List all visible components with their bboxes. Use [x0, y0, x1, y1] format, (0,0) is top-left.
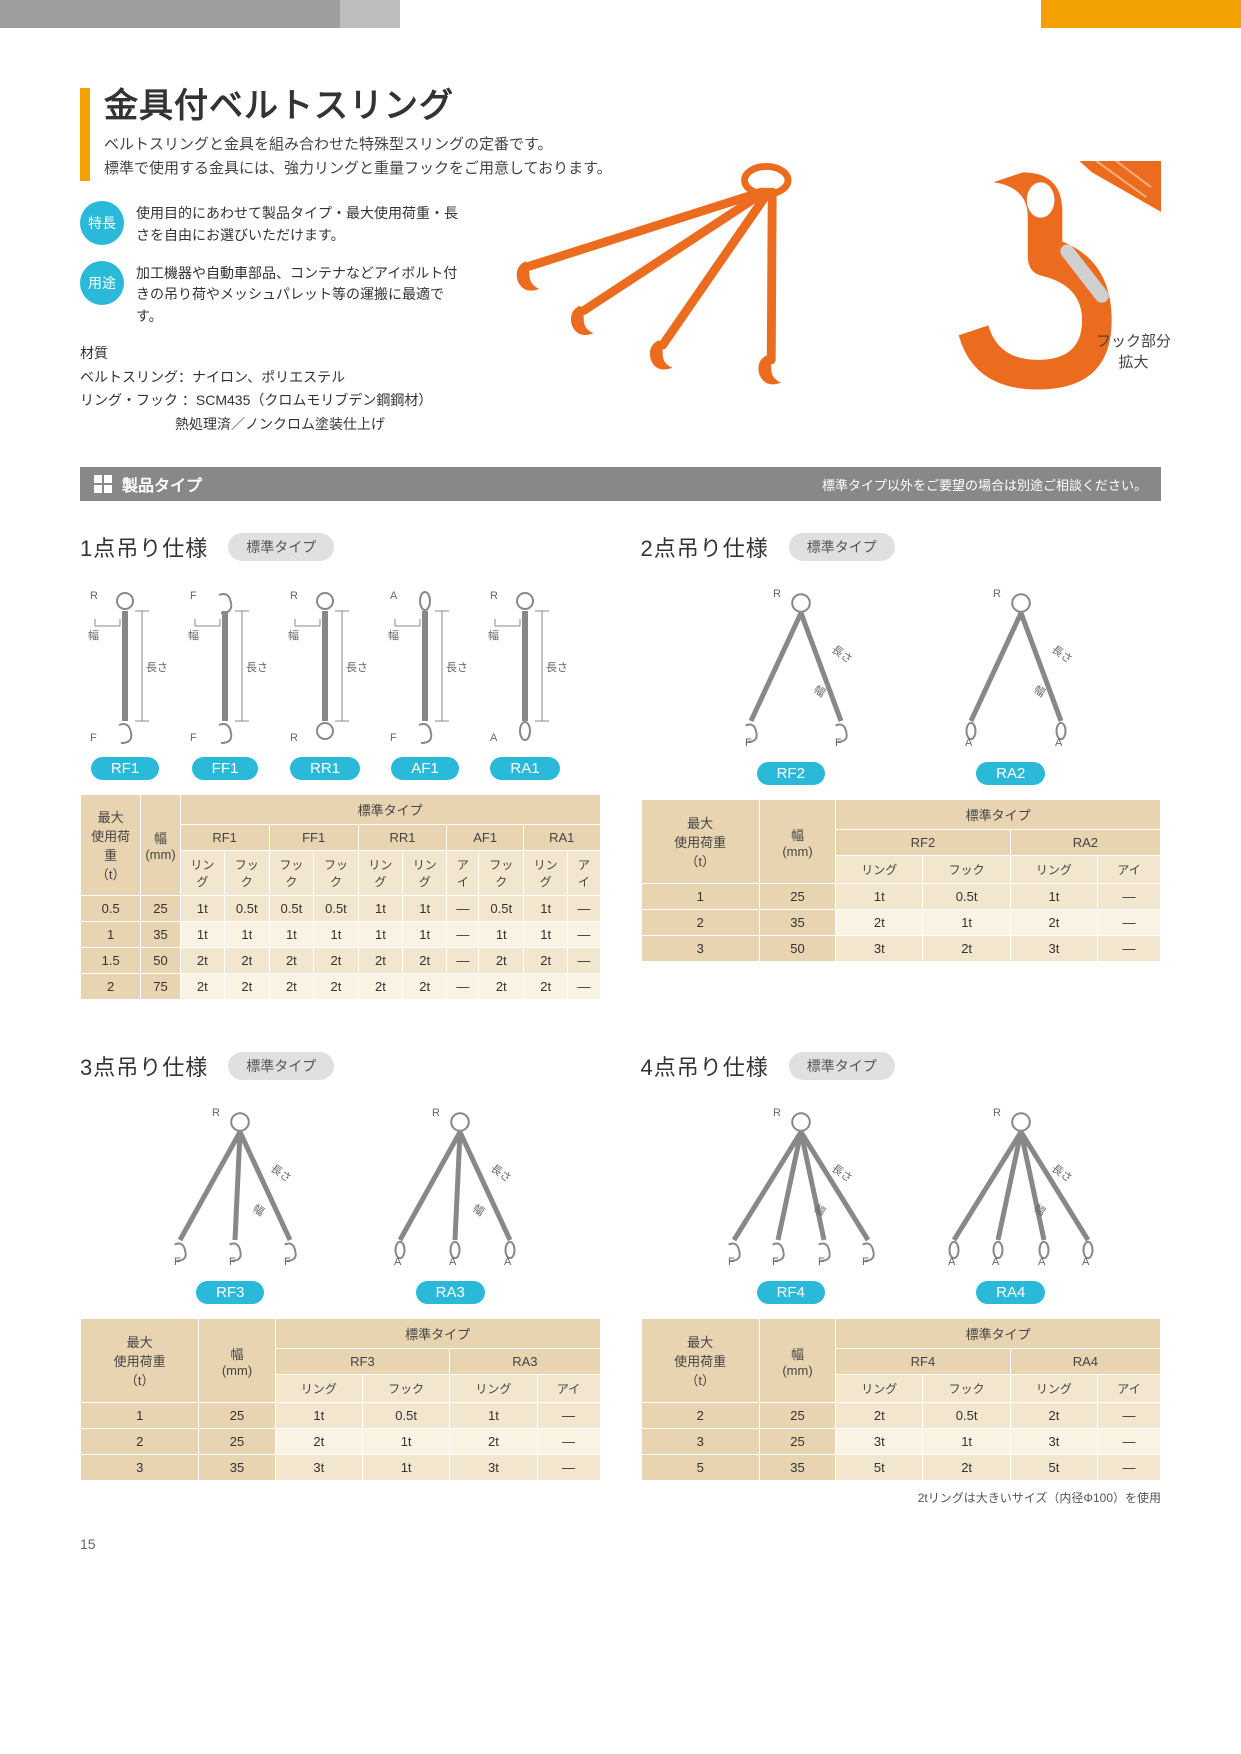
svg-text:F: F — [862, 1256, 869, 1268]
svg-text:R: R — [290, 732, 298, 744]
svg-text:A: A — [948, 1256, 956, 1268]
svg-text:長さ: 長さ — [269, 1162, 294, 1185]
material-block: 材質 ベルトスリング：ナイロン、ポリエステル リング・フック ：SCM435（ク… — [80, 342, 460, 437]
svg-text:F: F — [745, 737, 752, 749]
spec3-block: 3点吊り仕様 標準タイプ R FFF 長さ 幅 RF3 R AAA 長さ 幅 R… — [80, 1050, 601, 1506]
svg-text:A: A — [1055, 737, 1063, 749]
section-bar: 製品タイプ 標準タイプ以外をご要望の場合は別途ご相談ください。 — [80, 467, 1161, 501]
svg-text:長さ: 長さ — [446, 661, 468, 674]
svg-text:R: R — [773, 1107, 781, 1119]
svg-text:幅: 幅 — [288, 629, 299, 642]
feature-chip: 特長 — [80, 201, 124, 245]
svg-text:幅: 幅 — [188, 629, 199, 642]
svg-text:幅: 幅 — [488, 629, 499, 642]
use-text: 加工機器や自動車部品、コンテナなどアイボルト付きの吊り荷やメッシュパレット等の運… — [136, 261, 460, 328]
svg-text:F: F — [229, 1256, 236, 1268]
product-image-area: フック部分拡大 — [490, 201, 1161, 437]
spec2-title: 2点吊り仕様 — [641, 531, 769, 563]
svg-text:A: A — [490, 732, 498, 744]
svg-text:A: A — [992, 1256, 1000, 1268]
svg-text:長さ: 長さ — [246, 661, 268, 674]
material-heading: 材質 — [80, 342, 460, 366]
svg-text:R: R — [773, 588, 781, 600]
svg-text:幅: 幅 — [88, 629, 99, 642]
svg-text:F: F — [835, 737, 842, 749]
svg-text:A: A — [449, 1256, 457, 1268]
svg-text:F: F — [728, 1256, 735, 1268]
svg-text:F: F — [174, 1256, 181, 1268]
svg-text:R: R — [490, 590, 498, 602]
svg-text:R: R — [993, 1107, 1001, 1119]
section-note: 標準タイプ以外をご要望の場合は別途ご相談ください。 — [822, 475, 1147, 494]
spec4-block: 4点吊り仕様 標準タイプ R FFFF 長さ 幅 RF4 R AAAA 長さ 幅… — [641, 1050, 1162, 1506]
std-pill: 標準タイプ — [789, 1052, 895, 1080]
svg-text:A: A — [1082, 1256, 1090, 1268]
svg-text:長さ: 長さ — [346, 661, 368, 674]
svg-text:幅: 幅 — [811, 1202, 827, 1219]
svg-text:A: A — [1038, 1256, 1046, 1268]
svg-text:R: R — [993, 588, 1001, 600]
std-pill: 標準タイプ — [228, 1052, 334, 1080]
svg-text:長さ: 長さ — [546, 661, 568, 674]
footnote: 2tリングは大きいサイズ（内径Φ100）を使用 — [641, 1489, 1162, 1506]
page-title: 金具付ベルトスリング — [104, 88, 612, 125]
svg-text:F: F — [818, 1256, 825, 1268]
use-row: 用途 加工機器や自動車部品、コンテナなどアイボルト付きの吊り荷やメッシュパレット… — [80, 261, 460, 328]
svg-text:F: F — [90, 732, 97, 744]
svg-text:R: R — [212, 1107, 220, 1119]
svg-text:幅: 幅 — [388, 629, 399, 642]
svg-text:A: A — [965, 737, 973, 749]
svg-text:F: F — [390, 732, 397, 744]
hook-label: フック部分拡大 — [1096, 331, 1171, 373]
spec1-table: 最大 使用荷重 （t） 幅 (mm) 標準タイプ RF1FF1RR1AF1RA1… — [80, 794, 601, 1000]
svg-text:R: R — [432, 1107, 440, 1119]
material-line2: リング・フック ：SCM435（クロムモリブデン鋼鋼材） — [80, 389, 460, 413]
spec4-diagrams: R FFFF 長さ 幅 RF4 R AAAA 長さ 幅 RA4 — [641, 1100, 1162, 1304]
spec3-diagrams: R FFF 長さ 幅 RF3 R AAA 長さ 幅 RA3 — [80, 1100, 601, 1304]
feature-row: 特長 使用目的にあわせて製品タイプ・最大使用荷重・長さを自由にお選びいただけます… — [80, 201, 460, 246]
svg-text:長さ: 長さ — [1049, 643, 1074, 666]
spec1-title: 1点吊り仕様 — [80, 531, 208, 563]
spec3-table: 最大 使用荷重 （t） 幅 (mm) 標準タイプ RF3RA3 リングフックリン… — [80, 1318, 601, 1481]
svg-text:F: F — [190, 590, 197, 602]
svg-text:A: A — [390, 590, 398, 602]
sling-illustration — [490, 161, 1161, 391]
spec2-diagrams: R FF 長さ 幅 RF2 R AA 長さ 幅 RA2 — [641, 581, 1162, 785]
svg-text:長さ: 長さ — [489, 1162, 514, 1185]
spec2-table: 最大 使用荷重 （t） 幅 (mm) 標準タイプ RF2RA2 リングフックリン… — [641, 799, 1162, 962]
svg-text:長さ: 長さ — [146, 661, 168, 674]
svg-text:幅: 幅 — [251, 1202, 267, 1219]
page-number: 15 — [80, 1536, 1161, 1552]
spec4-title: 4点吊り仕様 — [641, 1050, 769, 1082]
spec3-title: 3点吊り仕様 — [80, 1050, 208, 1082]
svg-text:R: R — [290, 590, 298, 602]
std-pill: 標準タイプ — [789, 533, 895, 561]
svg-text:長さ: 長さ — [829, 643, 854, 666]
svg-text:R: R — [90, 590, 98, 602]
use-chip: 用途 — [80, 261, 124, 305]
top-bar — [0, 0, 1241, 28]
svg-text:F: F — [190, 732, 197, 744]
section-title: 製品タイプ — [122, 472, 202, 496]
std-pill: 標準タイプ — [228, 533, 334, 561]
svg-text:A: A — [394, 1256, 402, 1268]
svg-text:F: F — [772, 1256, 779, 1268]
spec1-diagrams: R 幅 長さ F RF1 F 幅 長さ — [80, 581, 601, 780]
spec1-block: 1点吊り仕様 標準タイプ R 幅 長さ F RF1 F — [80, 531, 601, 1000]
subtitle-1: ベルトスリングと金具を組み合わせた特殊型スリングの定番です。 — [104, 133, 612, 157]
spec4-table: 最大 使用荷重 （t） 幅 (mm) 標準タイプ RF4RA4 リングフックリン… — [641, 1318, 1162, 1481]
material-line3: 熱処理済／ノンクロム塗装仕上げ — [80, 413, 460, 437]
feature-text: 使用目的にあわせて製品タイプ・最大使用荷重・長さを自由にお選びいただけます。 — [136, 201, 460, 246]
material-line1: ベルトスリング：ナイロン、ポリエステル — [80, 366, 460, 390]
spec2-block: 2点吊り仕様 標準タイプ R FF 長さ 幅 RF2 R AA 長さ 幅 RA2… — [641, 531, 1162, 1000]
svg-text:F: F — [284, 1256, 291, 1268]
svg-text:幅: 幅 — [471, 1202, 487, 1219]
svg-text:幅: 幅 — [1031, 1202, 1047, 1219]
svg-text:A: A — [504, 1256, 512, 1268]
